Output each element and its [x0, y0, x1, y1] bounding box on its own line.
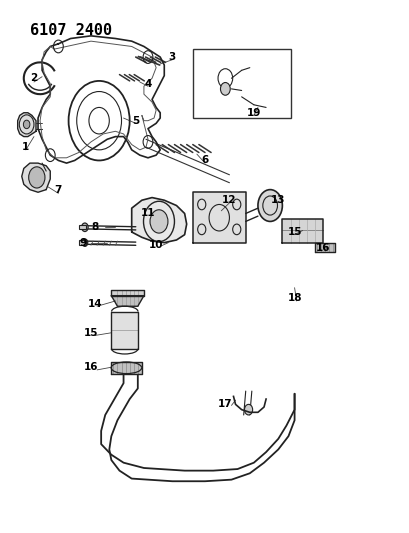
Polygon shape — [314, 243, 335, 252]
Circle shape — [23, 120, 30, 128]
Text: 6: 6 — [201, 156, 208, 165]
Text: 18: 18 — [287, 293, 301, 303]
Text: 11: 11 — [140, 208, 155, 219]
Text: 16: 16 — [315, 243, 330, 253]
Bar — [192, 49, 290, 118]
Text: 16: 16 — [83, 362, 98, 372]
Polygon shape — [111, 312, 137, 349]
Polygon shape — [111, 296, 144, 306]
Circle shape — [29, 167, 45, 188]
Text: 8: 8 — [91, 222, 99, 232]
Circle shape — [82, 239, 88, 246]
Circle shape — [220, 83, 230, 95]
Polygon shape — [282, 219, 322, 243]
Text: 13: 13 — [270, 195, 285, 205]
Polygon shape — [131, 198, 186, 243]
Text: 9: 9 — [79, 238, 86, 248]
Bar — [79, 224, 86, 229]
Text: 19: 19 — [246, 108, 261, 118]
Circle shape — [81, 223, 88, 231]
Text: 1: 1 — [22, 142, 29, 152]
Text: 2: 2 — [30, 73, 38, 83]
Polygon shape — [22, 163, 50, 192]
Text: 5: 5 — [132, 116, 139, 126]
Text: 12: 12 — [222, 195, 236, 205]
Text: 17: 17 — [218, 399, 232, 409]
Bar — [79, 240, 86, 245]
Circle shape — [257, 190, 282, 221]
Polygon shape — [192, 192, 245, 243]
Polygon shape — [111, 290, 144, 296]
Circle shape — [150, 210, 168, 233]
Text: 15: 15 — [287, 227, 301, 237]
Text: 3: 3 — [169, 52, 175, 62]
Text: 6107 2400: 6107 2400 — [30, 22, 112, 38]
Text: 7: 7 — [54, 184, 62, 195]
Text: 10: 10 — [148, 240, 163, 251]
Polygon shape — [111, 362, 142, 374]
Text: 14: 14 — [88, 298, 102, 309]
Circle shape — [244, 405, 252, 415]
Text: 15: 15 — [83, 328, 98, 338]
Polygon shape — [18, 113, 36, 136]
Text: 4: 4 — [144, 78, 151, 88]
